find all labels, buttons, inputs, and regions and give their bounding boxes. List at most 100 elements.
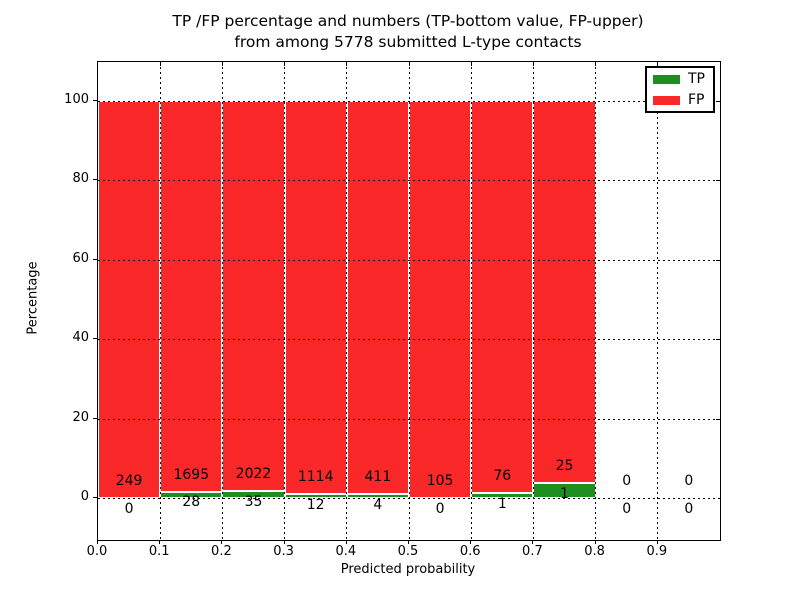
x-tick-label: 0.4: [335, 544, 357, 559]
fp-count-label: 25: [555, 457, 574, 474]
legend-label: FP: [688, 92, 705, 108]
right-tick-mark: [716, 259, 720, 261]
bar-fp-segment: [409, 100, 472, 498]
tp-count-label: 12: [306, 496, 325, 513]
y-tick-label: 20: [72, 409, 89, 425]
bottom-tick-mark: [656, 540, 658, 544]
bottom-tick-mark: [408, 540, 409, 544]
bar-tp-segment: [222, 491, 285, 498]
x-tick-label: 0.0: [86, 544, 108, 559]
fp-count-label: 411: [364, 469, 392, 486]
bottom-tick-mark: [532, 540, 534, 544]
y-tick-label: 100: [64, 91, 89, 107]
tp-count-label: 1: [560, 485, 569, 502]
bottom-tick-mark: [345, 540, 347, 544]
legend-row: TP: [653, 72, 707, 86]
left-tick-mark: [93, 417, 97, 419]
top-tick-mark: [470, 62, 472, 66]
bar-tp-segment: [160, 491, 223, 498]
bar-tp-segment: [284, 493, 347, 498]
tp-legend-swatch: [653, 74, 680, 84]
chart-title-line1: TP /FP percentage and numbers (TP-bottom…: [172, 12, 644, 30]
bar-tp-segment: [471, 492, 534, 498]
v-gridline: [657, 62, 659, 540]
tp-count-label: 1: [497, 495, 507, 512]
bottom-tick-mark: [97, 540, 98, 544]
x-tick-label: 0.9: [646, 544, 668, 559]
bar-fp-segment: [98, 100, 161, 498]
bottom-tick-mark: [470, 540, 472, 544]
top-tick-mark: [346, 62, 348, 66]
bar-fp-segment: [160, 100, 223, 492]
bar-tp-segment: [346, 494, 409, 498]
fp-count-label: 0: [684, 473, 694, 490]
left-tick-mark: [93, 179, 97, 180]
bottom-tick-mark: [159, 540, 161, 544]
right-tick-mark: [716, 180, 720, 181]
x-tick-label: 0.6: [459, 544, 481, 559]
y-tick-label: 80: [72, 171, 89, 186]
left-tick-mark: [93, 338, 97, 339]
bar-fp-segment: [346, 100, 409, 495]
tp-count-label: 35: [244, 494, 263, 511]
bar-fp-segment: [284, 100, 347, 494]
v-gridline: [284, 62, 286, 540]
bottom-tick-mark: [283, 540, 285, 544]
bar-tp-segment: [533, 482, 596, 498]
y-tick-label: 0: [80, 489, 89, 504]
bottom-tick-mark: [221, 540, 223, 544]
v-gridline: [470, 62, 472, 540]
chart-title-line2: from among 5778 submitted L-type contact…: [234, 33, 582, 51]
y-axis-label: Percentage: [25, 261, 41, 335]
left-tick-mark: [93, 99, 97, 101]
right-tick-mark: [716, 339, 720, 340]
tp-count-label: 4: [373, 497, 383, 514]
top-tick-mark: [595, 62, 597, 66]
fp-count-label: 249: [115, 473, 143, 490]
x-tick-label: 0.3: [273, 544, 294, 559]
bar-fp-segment: [533, 100, 596, 483]
bottom-tick-mark: [594, 540, 596, 544]
top-tick-mark: [284, 62, 286, 66]
right-tick-mark: [716, 100, 720, 102]
right-tick-mark: [716, 418, 720, 420]
x-axis-label: Predicted probability: [340, 562, 476, 577]
legend-row: FP: [653, 93, 707, 107]
top-tick-mark: [532, 62, 534, 66]
tp-count-label: 28: [182, 494, 201, 511]
tp-count-label: 0: [124, 500, 134, 517]
tp-count-label: 0: [435, 500, 445, 517]
v-gridline: [408, 62, 410, 540]
fp-legend-swatch: [653, 95, 680, 105]
bar-fp-segment: [222, 100, 285, 492]
v-gridline: [346, 62, 348, 540]
tp-count-label: 0: [684, 500, 694, 517]
fp-count-label: 76: [493, 467, 512, 484]
legend: TP FP: [645, 66, 715, 113]
tp-count-label: 0: [622, 500, 632, 517]
v-gridline: [221, 62, 223, 540]
fp-count-label: 0: [622, 473, 632, 490]
x-tick-label: 0.8: [584, 544, 605, 559]
legend-label: TP: [688, 71, 705, 87]
x-tick-label: 0.5: [397, 544, 419, 559]
v-gridline: [159, 62, 161, 540]
fp-count-label: 105: [426, 473, 454, 490]
left-tick-mark: [93, 258, 97, 260]
fp-count-label: 1114: [297, 468, 334, 485]
fp-count-label: 1695: [173, 466, 210, 483]
fp-count-label: 2022: [235, 466, 272, 483]
y-tick-label: 60: [72, 250, 89, 266]
v-gridline: [595, 62, 597, 540]
top-tick-mark: [159, 62, 161, 66]
v-gridline: [532, 62, 534, 540]
left-tick-mark: [93, 497, 97, 498]
x-tick-label: 0.7: [522, 544, 543, 559]
top-tick-mark: [221, 62, 223, 66]
y-tick-label: 40: [72, 330, 89, 345]
x-tick-label: 0.1: [148, 544, 170, 559]
top-tick-mark: [408, 62, 410, 66]
plot-area: TP FP 249 0 1695 28 2022 35 1114 12 411 4 105 0 76 1 25…: [97, 61, 721, 541]
top-tick-mark: [657, 62, 659, 66]
